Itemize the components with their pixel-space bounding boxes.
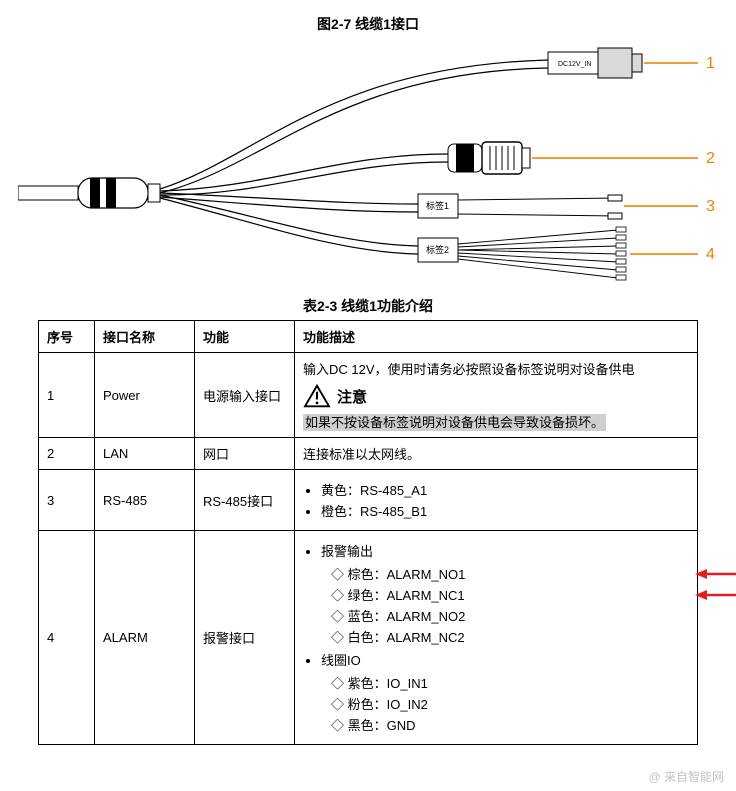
diagram-num-4: 4 — [706, 246, 715, 263]
cell-desc: 连接标准以太网线。 — [295, 438, 698, 470]
cell-name: Power — [95, 353, 195, 438]
cell-func: RS-485接口 — [195, 470, 295, 531]
list-item: 粉色：IO_IN2 — [331, 694, 689, 713]
cell-seq: 4 — [39, 531, 95, 745]
cell-name: ALARM — [95, 531, 195, 745]
th-seq: 序号 — [39, 321, 95, 353]
cable-diagram: DC12V_IN 1 2 标签1 3 标签2 — [18, 38, 718, 288]
cell-name: LAN — [95, 438, 195, 470]
warning-text: 如果不按设备标签说明对设备供电会导致设备损坏。 — [303, 414, 606, 431]
warning-label: 注意 — [337, 386, 367, 407]
th-func: 功能 — [195, 321, 295, 353]
cell-func: 电源输入接口 — [195, 353, 295, 438]
list-item: 绿色：ALARM_NC1 — [331, 585, 689, 604]
watermark: @ 来自智能网 — [648, 768, 724, 785]
table-row: 1 Power 电源输入接口 输入DC 12V，使用时请务必按照设备标签说明对设… — [39, 353, 698, 438]
table-row: 2 LAN 网口 连接标准以太网线。 — [39, 438, 698, 470]
tag1-text: 标签1 — [426, 200, 449, 211]
table-title: 表2-3 线缆1功能介绍 — [10, 296, 726, 316]
cell-func: 报警接口 — [195, 531, 295, 745]
spec-table: 序号 接口名称 功能 功能描述 1 Power 电源输入接口 输入DC 12V，… — [38, 320, 698, 745]
red-arrow-icon — [695, 568, 736, 580]
list-item: 紫色：IO_IN1 — [331, 673, 689, 692]
cell-func: 网口 — [195, 438, 295, 470]
cell-desc: 输入DC 12V，使用时请务必按照设备标签说明对设备供电 注意 如果不按设备标签… — [295, 353, 698, 438]
cell-seq: 3 — [39, 470, 95, 531]
list-item: 橙色：RS-485_B1 — [321, 501, 689, 520]
th-name: 接口名称 — [95, 321, 195, 353]
table-row: 4 ALARM 报警接口 报警输出 棕色：ALARM_NO1 绿色：ALARM_… — [39, 531, 698, 745]
diagram-num-2: 2 — [706, 150, 715, 167]
list-item: 棕色：ALARM_NO1 — [331, 564, 689, 583]
red-arrow-icon — [695, 589, 736, 601]
list-item: 线圈IO — [321, 650, 689, 669]
cell-desc: 报警输出 棕色：ALARM_NO1 绿色：ALARM_NC1 蓝色：ALARM_… — [295, 531, 698, 745]
cell-seq: 1 — [39, 353, 95, 438]
list-item: 白色：ALARM_NC2 — [331, 627, 689, 646]
table-header-row: 序号 接口名称 功能 功能描述 — [39, 321, 698, 353]
cell-name: RS-485 — [95, 470, 195, 531]
cell-desc: 黄色：RS-485_A1 橙色：RS-485_B1 — [295, 470, 698, 531]
list-item: 蓝色：ALARM_NO2 — [331, 606, 689, 625]
power-desc-text: 输入DC 12V，使用时请务必按照设备标签说明对设备供电 — [303, 359, 689, 378]
warning-row: 注意 — [303, 384, 689, 408]
table-row: 3 RS-485 RS-485接口 黄色：RS-485_A1 橙色：RS-485… — [39, 470, 698, 531]
cell-seq: 2 — [39, 438, 95, 470]
list-item: 报警输出 — [321, 541, 689, 560]
tag2-text: 标签2 — [426, 244, 449, 255]
list-item: 黄色：RS-485_A1 — [321, 480, 689, 499]
figure-title: 图2-7 线缆1接口 — [10, 14, 726, 34]
diagram-num-1: 1 — [706, 55, 715, 72]
warning-icon — [303, 384, 331, 408]
th-desc: 功能描述 — [295, 321, 698, 353]
plug-label: DC12V_IN — [558, 61, 591, 68]
diagram-num-3: 3 — [706, 198, 715, 215]
list-item: 黑色：GND — [331, 715, 689, 734]
